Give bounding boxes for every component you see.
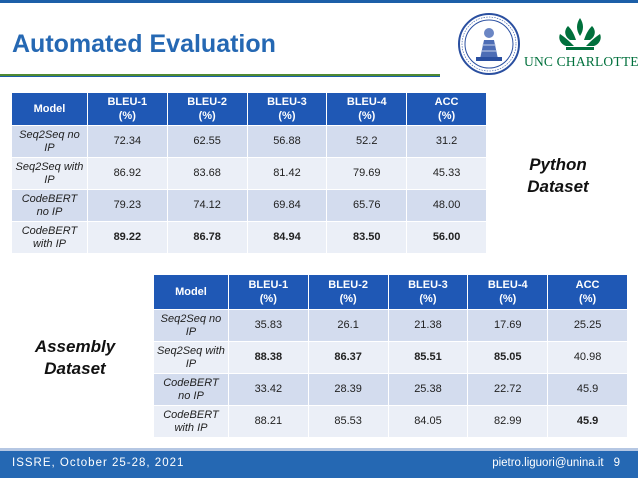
acc-cell: 48.00	[406, 189, 487, 222]
conference-label: ISSRE, October 25-28, 2021	[12, 457, 185, 469]
bleu3-cell: 81.42	[246, 157, 328, 190]
slide-title: Automated Evaluation	[12, 30, 276, 58]
table-row: CodeBERT no IP 33.42 28.39 25.38 22.72 45…	[153, 373, 628, 406]
title-underline-secondary	[0, 76, 440, 77]
table-row: Seq2Seq with IP 86.92 83.68 81.42 79.69 4…	[11, 157, 487, 190]
model-cell: Seq2Seq with IP	[153, 341, 229, 374]
model-cell: CodeBERT with IP	[11, 221, 88, 254]
bleu2-cell: 62.55	[166, 125, 248, 158]
author-email: pietro.liguori@unina.it	[492, 457, 604, 469]
footer-divider	[0, 448, 638, 451]
python-results-table: Model BLEU-1 (%) BLEU-2 (%) BLEU-3 (%) BLEU…	[11, 92, 487, 254]
bleu4-cell: 85.05	[467, 341, 549, 374]
bleu3-cell: 25.38	[387, 373, 469, 406]
bleu4-cell: 83.50	[326, 221, 408, 254]
table-row: CodeBERT with IP 88.21 85.53 84.05 82.99 …	[153, 405, 628, 438]
acc-cell: 40.98	[547, 341, 628, 374]
bleu4-cell: 52.2	[326, 125, 408, 158]
bleu4-cell: 22.72	[467, 373, 549, 406]
header-bleu2: BLEU-2 (%)	[307, 274, 389, 310]
acc-cell: 45.9	[547, 405, 628, 438]
header-acc: ACC (%)	[406, 92, 487, 126]
bleu4-cell: 65.76	[326, 189, 408, 222]
model-cell: CodeBERT no IP	[153, 373, 229, 406]
bleu1-cell: 35.83	[227, 309, 309, 342]
bleu1-cell: 72.34	[86, 125, 168, 158]
bleu3-cell: 84.94	[246, 221, 328, 254]
table-row: Seq2Seq no IP 35.83 26.1 21.38 17.69 25.2…	[153, 309, 628, 342]
slide-footer: ISSRE, October 25-28, 2021 pietro.liguor…	[0, 451, 638, 478]
header-bleu4: BLEU-4 (%)	[326, 92, 408, 126]
bleu3-cell: 21.38	[387, 309, 469, 342]
unina-seal-logo	[458, 13, 520, 75]
table-row: CodeBERT no IP 79.23 74.12 69.84 65.76 48…	[11, 189, 487, 222]
table-row: CodeBERT with IP 89.22 86.78 84.94 83.50 …	[11, 221, 487, 254]
bleu2-cell: 28.39	[307, 373, 389, 406]
acc-cell: 45.33	[406, 157, 487, 190]
bleu2-cell: 85.53	[307, 405, 389, 438]
assembly-dataset-label: Assembly Dataset	[34, 337, 116, 378]
table-row: Seq2Seq with IP 88.38 86.37 85.51 85.05 4…	[153, 341, 628, 374]
bleu2-cell: 86.37	[307, 341, 389, 374]
table-header-row: Model BLEU-1 (%) BLEU-2 (%) BLEU-3 (%) BLEU…	[153, 274, 628, 310]
unc-logo-text: UNC CHARLOTTE	[524, 54, 638, 69]
header-model: Model	[11, 92, 88, 126]
header-model: Model	[153, 274, 229, 310]
assembly-results-table: Model BLEU-1 (%) BLEU-2 (%) BLEU-3 (%) BLEU…	[153, 274, 628, 438]
bleu1-cell: 86.92	[86, 157, 168, 190]
unc-crown-icon	[559, 18, 601, 50]
table-row: Seq2Seq no IP 72.34 62.55 56.88 52.2 31.2	[11, 125, 487, 158]
acc-cell: 31.2	[406, 125, 487, 158]
bleu4-cell: 82.99	[467, 405, 549, 438]
bleu3-cell: 84.05	[387, 405, 469, 438]
model-cell: CodeBERT no IP	[11, 189, 88, 222]
bleu4-cell: 79.69	[326, 157, 408, 190]
model-cell: CodeBERT with IP	[153, 405, 229, 438]
top-accent-bar	[0, 0, 638, 3]
bleu2-cell: 26.1	[307, 309, 389, 342]
bleu1-cell: 89.22	[86, 221, 168, 254]
title-underline	[0, 74, 440, 76]
bleu1-cell: 79.23	[86, 189, 168, 222]
bleu2-cell: 83.68	[166, 157, 248, 190]
acc-cell: 25.25	[547, 309, 628, 342]
bleu1-cell: 33.42	[227, 373, 309, 406]
acc-cell: 56.00	[406, 221, 487, 254]
acc-cell: 45.9	[547, 373, 628, 406]
bleu4-cell: 17.69	[467, 309, 549, 342]
python-dataset-label: Python Dataset	[527, 155, 589, 196]
header-bleu1: BLEU-1 (%)	[86, 92, 168, 126]
model-cell: Seq2Seq no IP	[11, 125, 88, 158]
bleu1-cell: 88.38	[227, 341, 309, 374]
page-number: 9	[613, 457, 620, 469]
model-cell: Seq2Seq no IP	[153, 309, 229, 342]
model-cell: Seq2Seq with IP	[11, 157, 88, 190]
bleu1-cell: 88.21	[227, 405, 309, 438]
header-bleu3: BLEU-3 (%)	[246, 92, 328, 126]
header-bleu3: BLEU-3 (%)	[387, 274, 469, 310]
bleu2-cell: 74.12	[166, 189, 248, 222]
bleu3-cell: 69.84	[246, 189, 328, 222]
header-bleu4: BLEU-4 (%)	[467, 274, 549, 310]
footer-right-info: pietro.liguori@unina.it 9	[492, 457, 620, 469]
bleu3-cell: 56.88	[246, 125, 328, 158]
bleu2-cell: 86.78	[166, 221, 248, 254]
header-bleu2: BLEU-2 (%)	[166, 92, 248, 126]
bleu3-cell: 85.51	[387, 341, 469, 374]
header-bleu1: BLEU-1 (%)	[227, 274, 309, 310]
header-acc: ACC (%)	[547, 274, 628, 310]
unc-charlotte-logo: UNC CHARLOTTE	[524, 14, 638, 74]
table-header-row: Model BLEU-1 (%) BLEU-2 (%) BLEU-3 (%) BLEU…	[11, 92, 487, 126]
